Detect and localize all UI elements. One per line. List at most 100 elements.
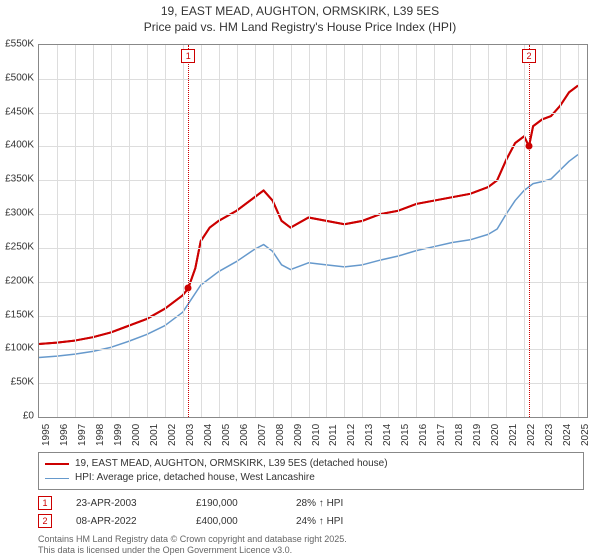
footer: Contains HM Land Registry data © Crown c… — [38, 534, 347, 556]
marker-vline — [188, 45, 189, 417]
x-tick-label: 2019 — [472, 424, 483, 446]
gridline-h — [39, 349, 587, 350]
x-tick-label: 2016 — [418, 424, 429, 446]
x-tick-label: 2024 — [562, 424, 573, 446]
marker-date-2: 08-APR-2022 — [76, 516, 196, 527]
gridline-h — [39, 146, 587, 147]
gridline-h — [39, 383, 587, 384]
marker-row-1: 1 23-APR-2003 £190,000 28% ↑ HPI — [38, 494, 396, 512]
gridline-v — [452, 45, 453, 417]
gridline-h — [39, 79, 587, 80]
title-line1: 19, EAST MEAD, AUGHTON, ORMSKIRK, L39 5E… — [0, 4, 600, 20]
plot-area: 12 — [38, 44, 588, 418]
legend-row-2: HPI: Average price, detached house, West… — [45, 471, 577, 485]
x-tick-label: 2023 — [544, 424, 555, 446]
gridline-v — [380, 45, 381, 417]
gridline-v — [524, 45, 525, 417]
x-tick-label: 2005 — [221, 424, 232, 446]
marker-id-box-2: 2 — [38, 514, 52, 528]
gridline-v — [309, 45, 310, 417]
gridline-v — [75, 45, 76, 417]
gridline-v — [362, 45, 363, 417]
footer-line1: Contains HM Land Registry data © Crown c… — [38, 534, 347, 545]
x-tick-label: 2007 — [257, 424, 268, 446]
marker-price-2: £400,000 — [196, 516, 296, 527]
gridline-v — [578, 45, 579, 417]
marker-id-box: 1 — [181, 49, 195, 63]
x-tick-label: 2015 — [400, 424, 411, 446]
y-tick-label: £100K — [0, 343, 34, 354]
footer-line2: This data is licensed under the Open Gov… — [38, 545, 347, 556]
marker-price-1: £190,000 — [196, 498, 296, 509]
x-tick-label: 2002 — [167, 424, 178, 446]
legend-label-1: 19, EAST MEAD, AUGHTON, ORMSKIRK, L39 5E… — [75, 457, 388, 471]
x-tick-label: 2006 — [239, 424, 250, 446]
x-tick-label: 1999 — [113, 424, 124, 446]
x-tick-label: 2004 — [203, 424, 214, 446]
gridline-v — [560, 45, 561, 417]
gridline-v — [93, 45, 94, 417]
gridline-v — [434, 45, 435, 417]
marker-dot — [525, 143, 532, 150]
series-layer — [39, 45, 587, 417]
x-tick-label: 2014 — [382, 424, 393, 446]
gridline-v — [183, 45, 184, 417]
legend: 19, EAST MEAD, AUGHTON, ORMSKIRK, L39 5E… — [38, 452, 584, 490]
gridline-v — [506, 45, 507, 417]
gridline-v — [326, 45, 327, 417]
gridline-h — [39, 248, 587, 249]
gridline-v — [273, 45, 274, 417]
x-tick-label: 1996 — [59, 424, 70, 446]
marker-pct-1: 28% ↑ HPI — [296, 498, 396, 509]
chart-container: 19, EAST MEAD, AUGHTON, ORMSKIRK, L39 5E… — [0, 0, 600, 560]
x-tick-label: 2018 — [454, 424, 465, 446]
x-tick-label: 2025 — [580, 424, 591, 446]
y-tick-label: £500K — [0, 72, 34, 83]
marker-row-2: 2 08-APR-2022 £400,000 24% ↑ HPI — [38, 512, 396, 530]
gridline-v — [255, 45, 256, 417]
y-tick-label: £550K — [0, 39, 34, 50]
gridline-v — [416, 45, 417, 417]
x-tick-label: 2021 — [508, 424, 519, 446]
gridline-v — [291, 45, 292, 417]
x-tick-label: 1998 — [95, 424, 106, 446]
gridline-v — [488, 45, 489, 417]
gridline-v — [111, 45, 112, 417]
gridline-v — [398, 45, 399, 417]
gridline-v — [147, 45, 148, 417]
chart-title-block: 19, EAST MEAD, AUGHTON, ORMSKIRK, L39 5E… — [0, 0, 600, 35]
gridline-h — [39, 316, 587, 317]
y-tick-label: £250K — [0, 241, 34, 252]
title-line2: Price paid vs. HM Land Registry's House … — [0, 20, 600, 36]
gridline-h — [39, 214, 587, 215]
marker-id-box-1: 1 — [38, 496, 52, 510]
x-tick-label: 1997 — [77, 424, 88, 446]
x-tick-label: 2013 — [364, 424, 375, 446]
marker-id-box: 2 — [522, 49, 536, 63]
x-tick-label: 2009 — [293, 424, 304, 446]
gridline-v — [129, 45, 130, 417]
gridline-v — [165, 45, 166, 417]
gridline-h — [39, 113, 587, 114]
marker-table: 1 23-APR-2003 £190,000 28% ↑ HPI 2 08-AP… — [38, 494, 396, 530]
gridline-v — [57, 45, 58, 417]
gridline-v — [542, 45, 543, 417]
gridline-v — [201, 45, 202, 417]
y-tick-label: £0 — [0, 411, 34, 422]
gridline-v — [470, 45, 471, 417]
gridline-v — [344, 45, 345, 417]
marker-vline — [529, 45, 530, 417]
legend-swatch-2 — [45, 478, 69, 479]
x-tick-label: 2022 — [526, 424, 537, 446]
gridline-h — [39, 180, 587, 181]
y-tick-label: £400K — [0, 140, 34, 151]
marker-dot — [185, 285, 192, 292]
x-tick-label: 2010 — [311, 424, 322, 446]
x-tick-label: 2011 — [328, 424, 339, 446]
y-tick-label: £450K — [0, 106, 34, 117]
x-tick-label: 1995 — [41, 424, 52, 446]
gridline-v — [237, 45, 238, 417]
y-tick-label: £150K — [0, 309, 34, 320]
gridline-h — [39, 282, 587, 283]
y-tick-label: £300K — [0, 208, 34, 219]
